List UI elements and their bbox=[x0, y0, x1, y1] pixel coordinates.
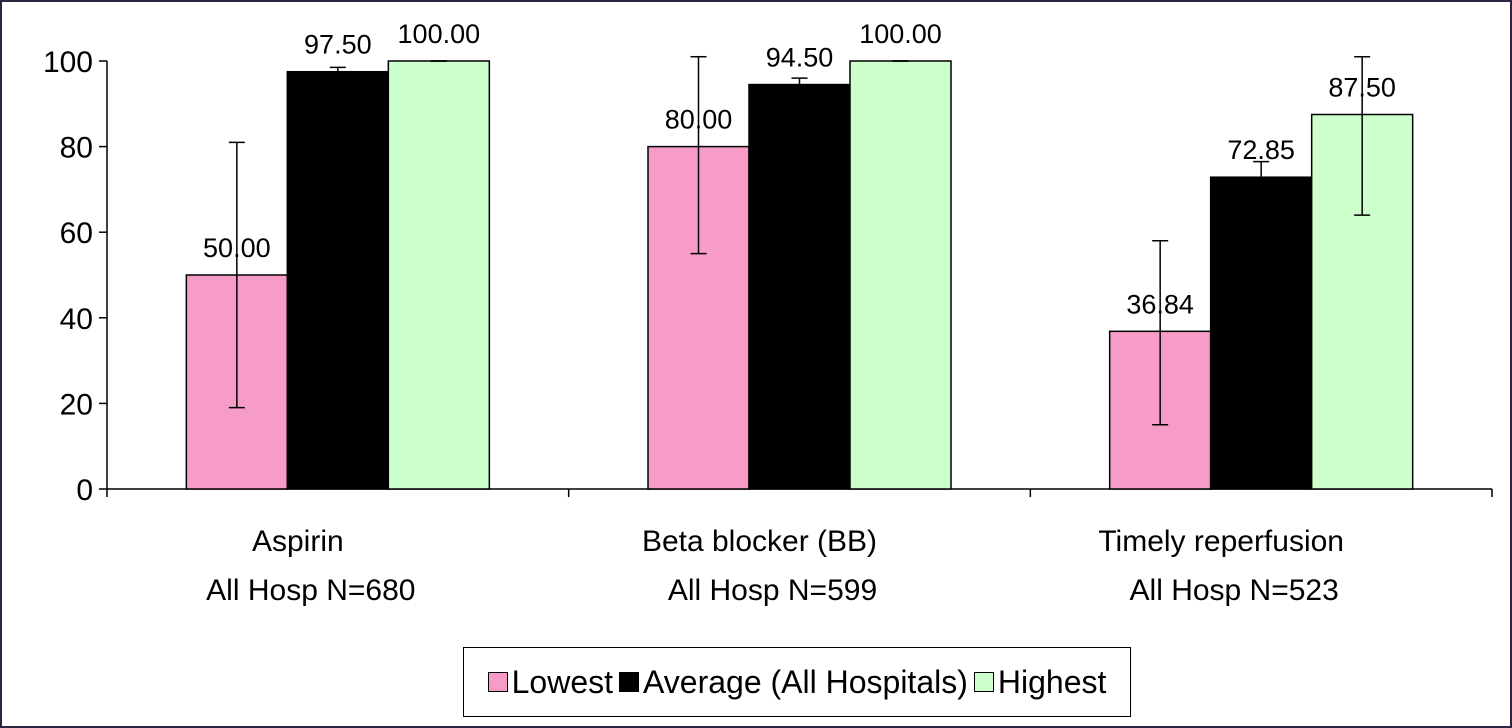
legend-item-average: Average (All Hospitals) bbox=[619, 664, 968, 701]
data-label: 72.85 bbox=[1227, 135, 1295, 165]
legend-item-lowest: Lowest bbox=[487, 663, 613, 701]
x-category-label: All Hosp N=523 bbox=[1130, 574, 1339, 607]
bar bbox=[1209, 176, 1313, 490]
x-category-label: Aspirin bbox=[252, 525, 344, 558]
y-tick-label: 80 bbox=[60, 132, 93, 165]
legend-label-lowest: Lowest bbox=[511, 663, 613, 700]
legend: Lowest Average (All Hospitals) Highest bbox=[463, 647, 1131, 717]
x-category-label: Beta blocker (BB) bbox=[642, 525, 877, 558]
data-label: 97.50 bbox=[304, 30, 372, 60]
x-category-label: All Hosp N=599 bbox=[668, 574, 877, 607]
y-tick-label: 40 bbox=[60, 303, 93, 336]
legend-item-highest: Highest bbox=[973, 663, 1107, 701]
y-tick-label: 100 bbox=[43, 46, 93, 79]
data-label: 50.00 bbox=[203, 233, 271, 263]
data-label: 36.84 bbox=[1126, 289, 1194, 319]
bar bbox=[849, 60, 952, 490]
data-label: 94.50 bbox=[766, 43, 834, 73]
x-category-label: Timely reperfusion bbox=[1098, 525, 1344, 558]
legend-swatch-average bbox=[619, 672, 639, 692]
bar bbox=[387, 60, 491, 490]
data-label: 100.00 bbox=[859, 19, 942, 49]
y-tick-label: 0 bbox=[76, 474, 93, 507]
data-label: 100.00 bbox=[398, 19, 481, 49]
bar-chart: 0 20 40 60 80 100 50.00 97.50 100.00 Aspirin All H… bbox=[43, 19, 1493, 607]
legend-label-highest: Highest bbox=[997, 663, 1107, 700]
data-label: 80.00 bbox=[665, 105, 733, 135]
bar bbox=[748, 83, 851, 490]
legend-swatch-highest bbox=[973, 672, 994, 692]
bar bbox=[286, 70, 390, 490]
legend-label-average: Average (All Hospitals) bbox=[643, 663, 968, 700]
legend-swatch-lowest bbox=[487, 672, 508, 692]
x-category-label: All Hosp N=680 bbox=[206, 574, 415, 607]
y-tick-label: 60 bbox=[60, 217, 93, 250]
data-label: 87.50 bbox=[1328, 73, 1396, 103]
y-tick-label: 20 bbox=[60, 388, 93, 421]
